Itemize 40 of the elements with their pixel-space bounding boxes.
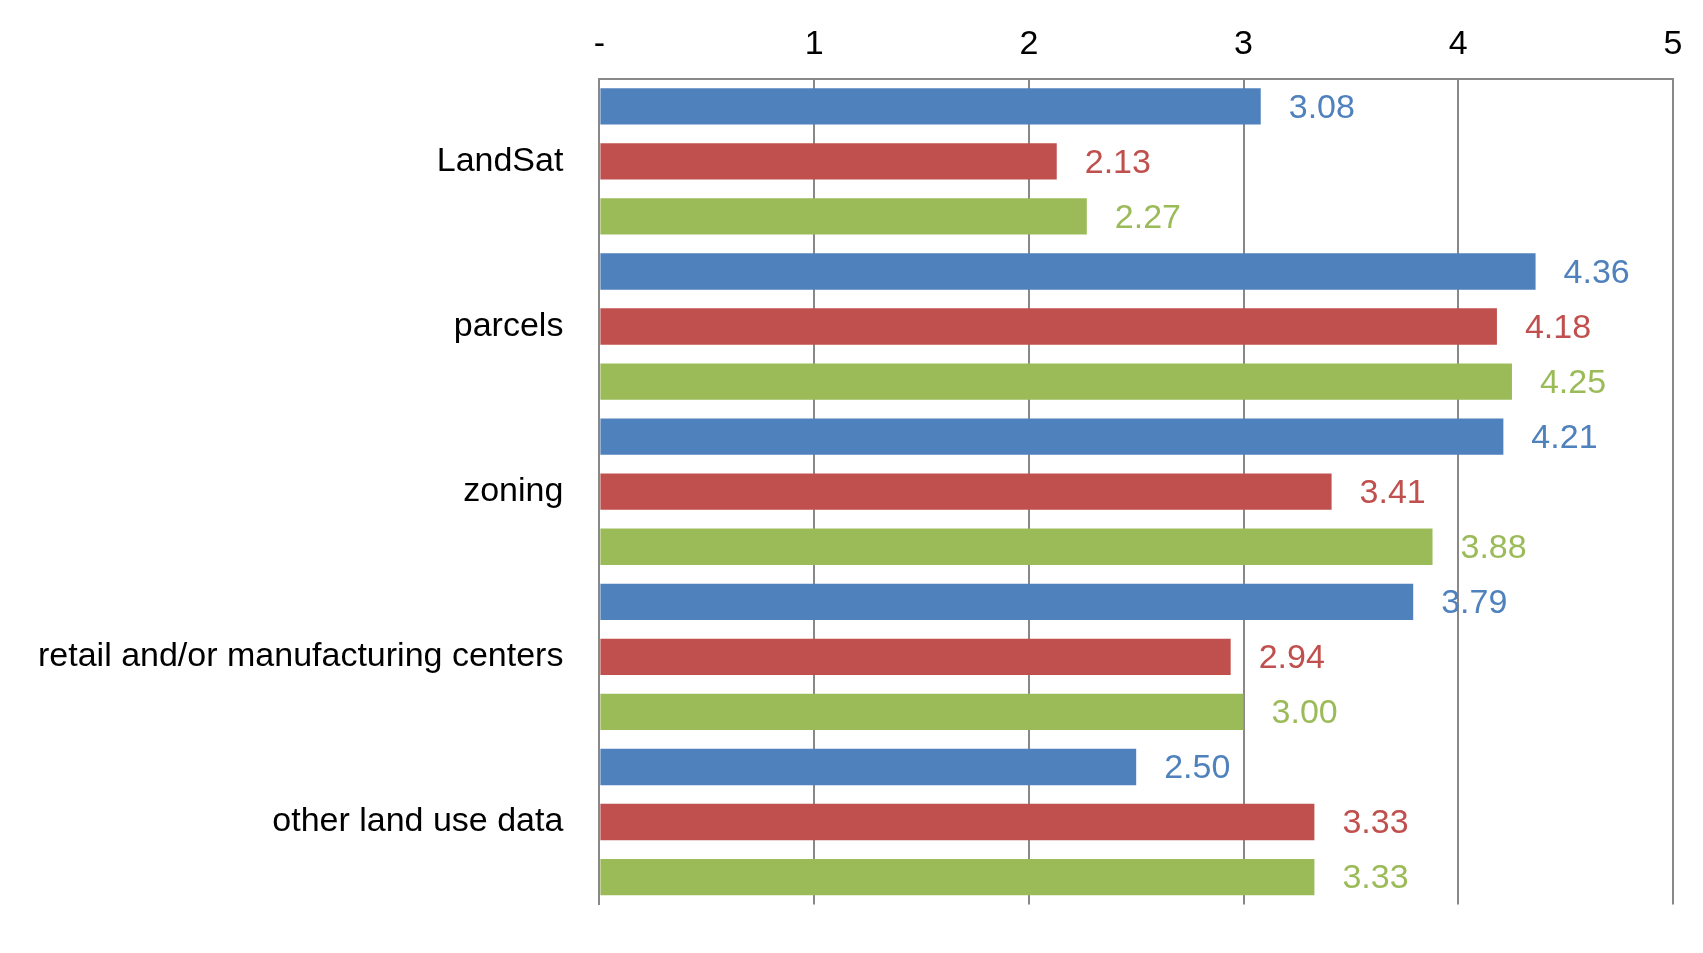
- text: 4.21: [1531, 417, 1598, 456]
- bar: [600, 308, 1497, 345]
- bar: [600, 638, 1231, 676]
- bar: [600, 748, 1137, 786]
- x-tick-label: 2: [1019, 22, 1039, 61]
- x-tick-label: 4: [1448, 22, 1468, 61]
- bar: [600, 363, 1512, 400]
- y-tick-label: zoning: [463, 470, 564, 509]
- text: 2.94: [1258, 637, 1325, 676]
- bar: [600, 473, 1332, 510]
- bar: [600, 858, 1315, 896]
- text: 3.00: [1271, 692, 1338, 731]
- bar: [600, 418, 1504, 455]
- text: 3.33: [1342, 857, 1409, 896]
- x-tick-label: -: [593, 22, 606, 61]
- bar: [600, 583, 1414, 620]
- text: 4.18: [1524, 306, 1592, 345]
- x-tick-label: 5: [1663, 22, 1683, 61]
- y-tick-label: other land use data: [272, 800, 564, 839]
- bar: [600, 88, 1261, 125]
- y-tick-label: parcels: [453, 304, 564, 343]
- text: 4.36: [1563, 251, 1630, 290]
- text: 3.41: [1359, 472, 1426, 511]
- x-tick-label: 1: [804, 22, 824, 61]
- text: 4.25: [1539, 361, 1607, 400]
- bar: [600, 528, 1433, 565]
- bar: [600, 143, 1057, 180]
- text: 3.88: [1460, 527, 1527, 566]
- y-tick-label: LandSat: [436, 139, 564, 178]
- y-tick-label: retail and/or manufacturing centers: [38, 635, 564, 674]
- text: 3.33: [1342, 802, 1409, 841]
- x-tick-label: 3: [1234, 22, 1254, 61]
- text: 3.08: [1288, 86, 1355, 125]
- bar: [600, 198, 1087, 235]
- bar: [600, 253, 1536, 290]
- bar: [600, 803, 1315, 841]
- text: 2.27: [1114, 196, 1181, 235]
- bar: [600, 693, 1244, 731]
- text: 2.13: [1084, 141, 1151, 180]
- text: 2.50: [1164, 747, 1231, 786]
